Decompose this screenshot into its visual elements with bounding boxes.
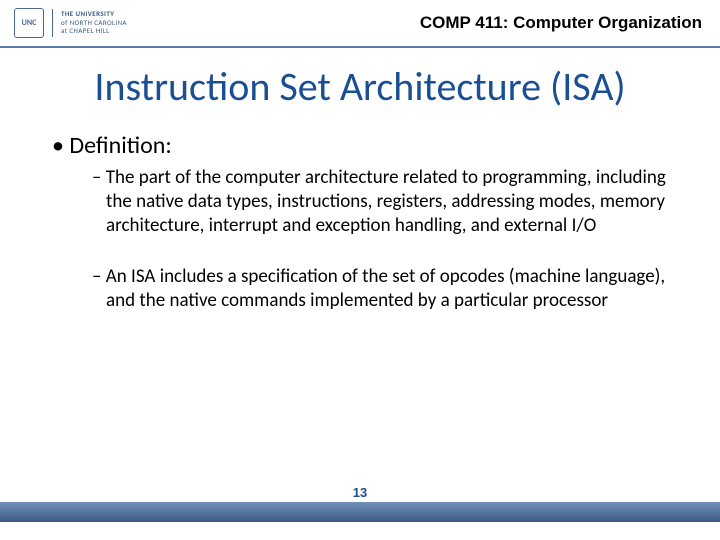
slide-title: Instruction Set Architecture (ISA)	[0, 62, 720, 111]
bullet-detail-1: The part of the computer architecture re…	[92, 166, 666, 237]
logo-text: THE UNIVERSITY of NORTH CAROLINA at CHAP…	[61, 10, 127, 36]
slide-content: Definition: The part of the computer arc…	[0, 111, 720, 313]
logo-divider	[52, 9, 53, 37]
university-logo: UNC THE UNIVERSITY of NORTH CAROLINA at …	[14, 8, 127, 38]
course-title: COMP 411: Computer Organization	[420, 13, 702, 33]
logo-line3: at CHAPEL HILL	[61, 27, 127, 36]
footer-bar	[0, 502, 720, 522]
page-number: 13	[0, 485, 720, 500]
bullet-definition: Definition:	[52, 131, 686, 160]
slide-header: UNC THE UNIVERSITY of NORTH CAROLINA at …	[0, 0, 720, 48]
logo-seal-icon: UNC	[14, 8, 44, 38]
bullet-detail-2: An ISA includes a specification of the s…	[92, 265, 666, 313]
